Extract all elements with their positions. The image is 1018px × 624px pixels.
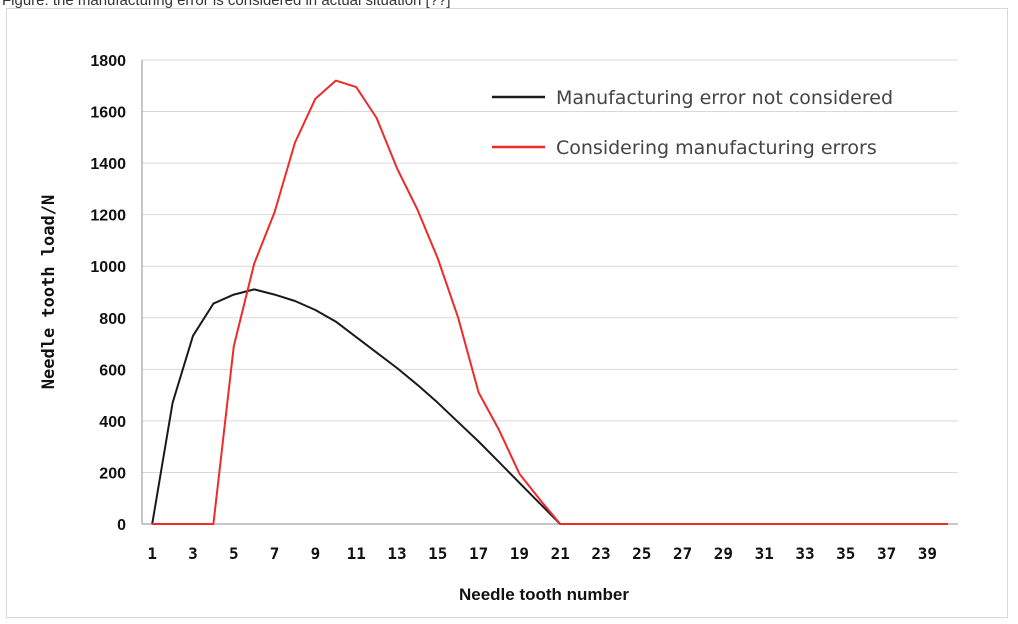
y-tick-label: 800 [99,311,126,328]
x-tick-label: 29 [714,544,733,563]
gridlines [142,59,958,473]
series-lines [151,79,948,525]
x-tick-label: 31 [755,544,774,563]
x-tick-label: 21 [551,544,570,563]
x-tick-label: 11 [347,544,366,563]
figure-caption: Figure: the manufacturing error is consi… [0,0,1018,8]
y-tick-label: 200 [99,465,126,482]
x-tick-label: 19 [510,544,529,563]
y-tick-label: 1800 [90,53,126,70]
x-tick-label: 13 [387,544,406,563]
x-tick-label: 15 [428,544,447,563]
x-tick-label: 5 [229,544,239,563]
x-axis-label: Needle tooth number [459,585,629,604]
x-tick-label: 3 [188,544,198,563]
x-tick-label: 35 [836,544,855,563]
x-tick-label: 9 [311,544,321,563]
y-tick-label: 400 [99,414,126,431]
x-tick-label: 27 [673,544,692,563]
x-tick-label: 7 [270,544,280,563]
legend: Manufacturing error not considered Consid… [492,87,893,159]
y-tick-label: 1000 [90,259,126,276]
y-axis-label: Needle tooth load/N [39,195,59,389]
x-tick-label: 1 [147,544,157,563]
x-tick-label: 25 [632,544,651,563]
x-tick-label: 33 [795,544,814,563]
x-tick-label: 23 [591,544,610,563]
x-tick-label: 17 [469,544,488,563]
series-line-2 [152,79,948,525]
chart-frame [6,8,1008,618]
y-tick-label: 0 [117,517,126,534]
legend-label-1: Manufacturing error not considered [556,87,893,109]
y-tick-label: 1600 [90,105,126,122]
legend-label-2: Considering manufacturing errors [556,137,877,159]
x-tick-label: 39 [918,544,937,563]
x-tick-label: 37 [877,544,896,563]
y-tick-label: 600 [99,362,126,379]
y-tick-label: 1400 [90,156,126,173]
series-line-1 [151,288,948,525]
y-tick-label: 1200 [90,208,126,225]
